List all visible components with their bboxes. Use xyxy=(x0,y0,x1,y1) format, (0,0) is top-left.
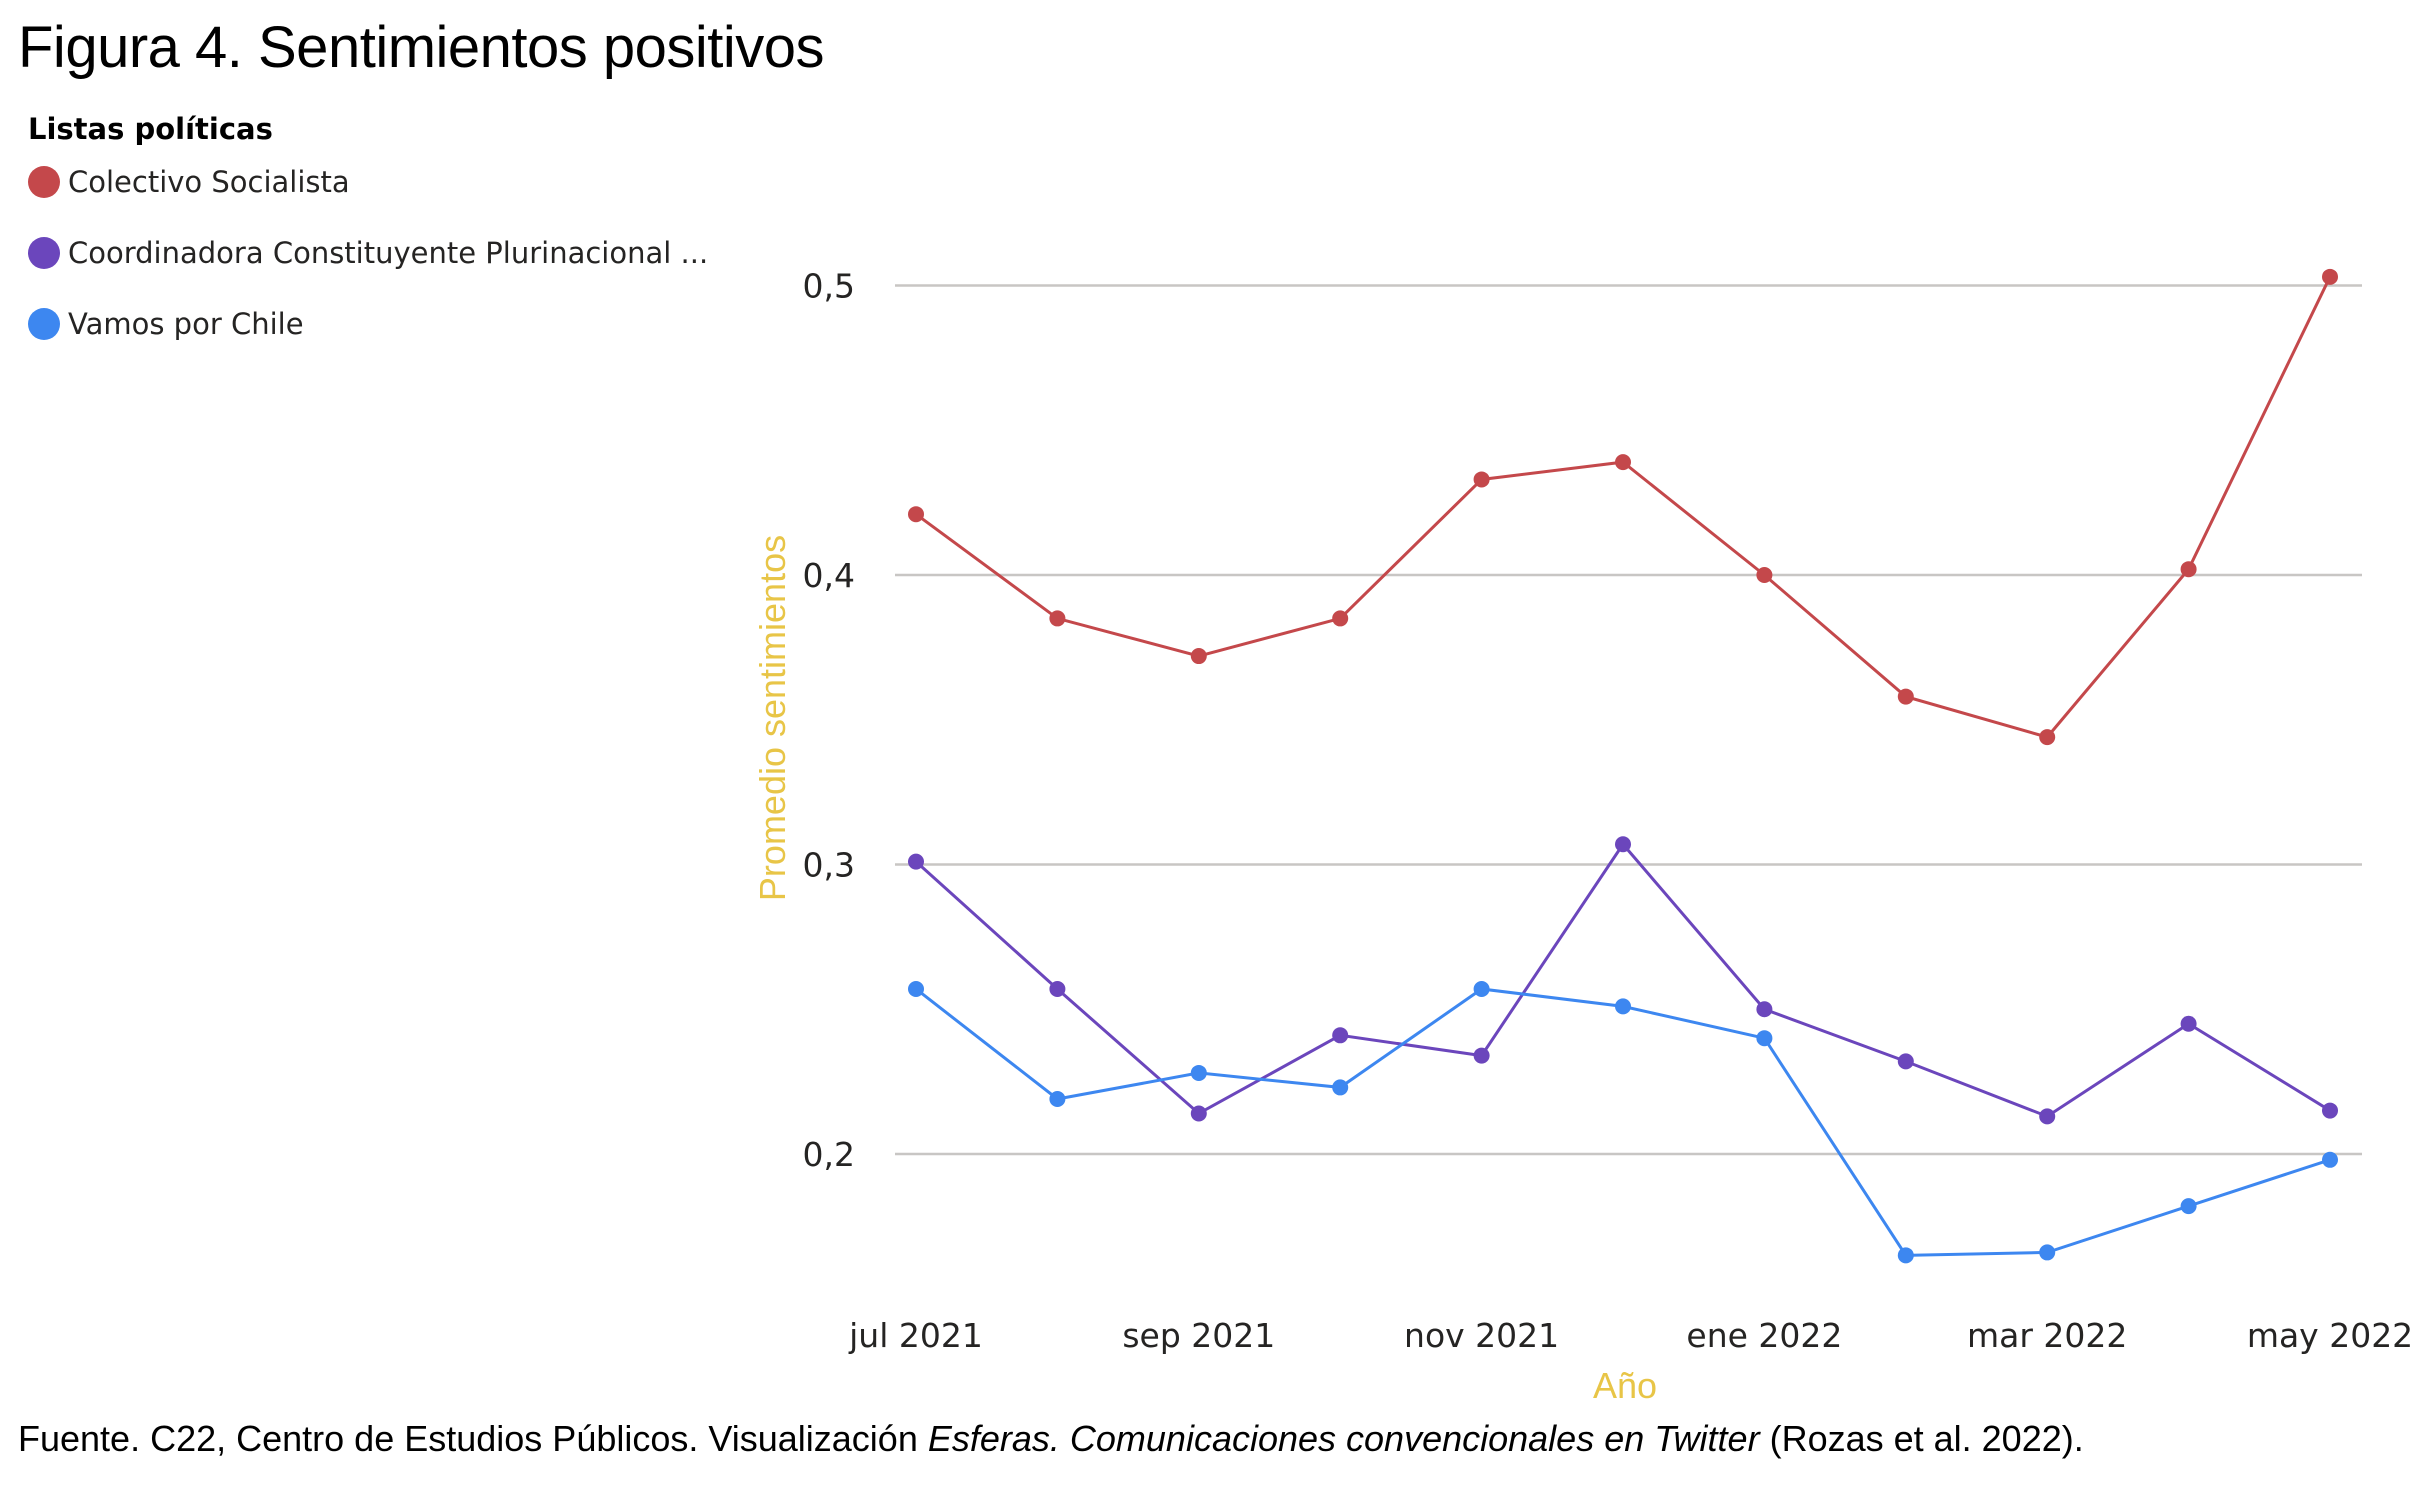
data-point[interactable] xyxy=(1049,610,1066,627)
legend-label: Coordinadora Constituyente Plurinacional… xyxy=(68,236,709,270)
data-point[interactable] xyxy=(2180,561,2197,578)
y-axis-title: Promedio sentimientos xyxy=(752,535,793,901)
data-point[interactable] xyxy=(908,853,924,870)
x-tick-label: jul 2021 xyxy=(848,1316,983,1355)
series-line xyxy=(915,987,2331,1257)
x-tick-label: may 2022 xyxy=(2247,1316,2413,1355)
series-2 xyxy=(908,980,2338,1264)
data-point[interactable] xyxy=(2322,1102,2338,1119)
data-point[interactable] xyxy=(2180,1198,2197,1215)
data-point[interactable] xyxy=(1756,567,1773,583)
data-point[interactable] xyxy=(1756,1001,1773,1018)
data-point[interactable] xyxy=(908,506,924,523)
data-point[interactable] xyxy=(1756,1030,1773,1047)
data-point[interactable] xyxy=(2322,268,2338,285)
data-point[interactable] xyxy=(1332,1027,1349,1044)
x-axis-tick-labels: jul 2021 sep 2021 nov 2021 ene 2022 mar 2022… xyxy=(848,1316,2413,1355)
footnote: Fuente. C22, Centro de Estudios Públicos… xyxy=(18,1418,2084,1460)
footnote-prefix: Fuente. C22, Centro de Estudios Públicos… xyxy=(18,1418,928,1459)
data-point[interactable] xyxy=(1897,1053,1914,1070)
data-point[interactable] xyxy=(1897,1247,1914,1264)
footnote-suffix: (Rozas et al. 2022). xyxy=(1759,1418,2084,1459)
x-tick-label: ene 2022 xyxy=(1686,1316,1842,1355)
x-tick-label: nov 2021 xyxy=(1404,1316,1559,1355)
legend-marker xyxy=(28,166,60,198)
data-point[interactable] xyxy=(1190,648,1207,665)
x-tick-label: sep 2021 xyxy=(1122,1316,1275,1355)
gridlines xyxy=(895,284,2362,1156)
y-tick-label: 0,4 xyxy=(803,556,855,595)
data-point[interactable] xyxy=(1615,836,1631,853)
legend-item-vamos-por-chile[interactable]: Vamos por Chile xyxy=(28,306,708,342)
legend-label: Vamos por Chile xyxy=(68,307,304,341)
legend-label: Colectivo Socialista xyxy=(68,165,350,199)
data-point[interactable] xyxy=(1473,1047,1490,1064)
y-axis-tick-labels: 0,2 0,3 0,4 0,5 xyxy=(803,267,855,1175)
data-point[interactable] xyxy=(908,980,924,997)
series-1 xyxy=(908,836,2338,1125)
data-point[interactable] xyxy=(1190,1105,1207,1122)
y-tick-label: 0,5 xyxy=(803,267,855,306)
data-point[interactable] xyxy=(1615,454,1631,471)
legend-marker xyxy=(28,237,60,269)
legend-item-coordinadora[interactable]: Coordinadora Constituyente Plurinacional… xyxy=(28,235,708,271)
data-point[interactable] xyxy=(1332,1079,1349,1096)
data-point[interactable] xyxy=(2039,1108,2056,1125)
legend-marker xyxy=(28,308,60,340)
figure-title: Figura 4. Sentimientos positivos xyxy=(18,15,825,80)
data-point[interactable] xyxy=(1615,998,1631,1015)
chart-legend: Listas políticas Colectivo Socialista Co… xyxy=(28,112,708,377)
data-point[interactable] xyxy=(1190,1064,1207,1081)
legend-title: Listas políticas xyxy=(28,112,273,146)
data-point[interactable] xyxy=(1473,471,1490,488)
data-point[interactable] xyxy=(2039,1244,2056,1261)
legend-item-colectivo-socialista[interactable]: Colectivo Socialista xyxy=(28,164,708,200)
series-0 xyxy=(908,268,2338,746)
line-chart: 0,2 0,3 0,4 0,5 jul 2021 sep 2021 nov 2021 ene… xyxy=(752,267,2413,1401)
data-point[interactable] xyxy=(1897,688,1914,705)
y-tick-label: 0,2 xyxy=(803,1135,855,1174)
series-layer xyxy=(908,268,2338,1264)
data-point[interactable] xyxy=(1049,1090,1066,1107)
data-point[interactable] xyxy=(2180,1015,2197,1032)
data-point[interactable] xyxy=(1332,610,1349,627)
series-line xyxy=(914,841,2331,1119)
data-point[interactable] xyxy=(2039,729,2056,746)
x-axis-title: Año xyxy=(1593,1365,1657,1400)
series-line xyxy=(915,276,2332,739)
footnote-italic: Esferas. Comunicaciones convencionales e… xyxy=(927,1418,1760,1459)
data-point[interactable] xyxy=(1049,980,1066,997)
data-point[interactable] xyxy=(2322,1151,2338,1168)
x-tick-label: mar 2022 xyxy=(1967,1316,2127,1355)
data-point[interactable] xyxy=(1473,980,1490,997)
y-tick-label: 0,3 xyxy=(803,846,855,885)
